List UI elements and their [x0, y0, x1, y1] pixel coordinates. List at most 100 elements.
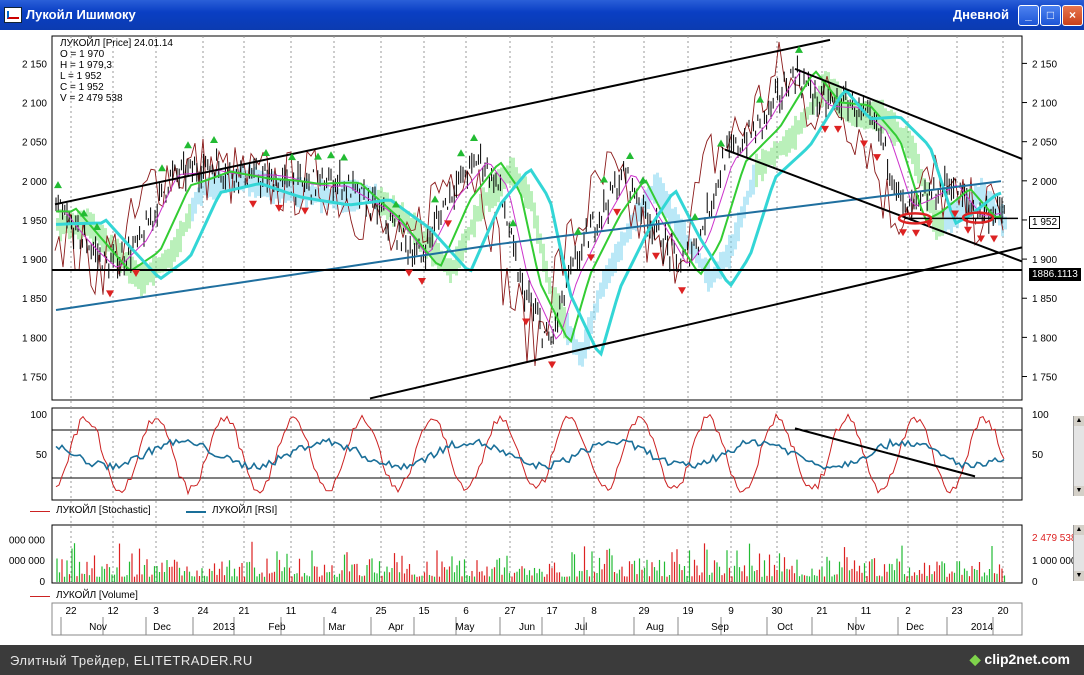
ichimoku-cloud-segment [419, 219, 422, 252]
date-tick-label: 2 [905, 606, 911, 617]
ichimoku-cloud-segment [959, 200, 962, 219]
ichimoku-cloud-segment [290, 181, 293, 201]
buy-signal-arrow-icon [80, 209, 88, 217]
ichimoku-cloud-segment [356, 180, 359, 210]
bottom-highlight-ellipse [897, 212, 933, 225]
ichimoku-cloud-segment [725, 244, 728, 268]
ichimoku-cloud-segment [404, 212, 407, 228]
date-tick-label: 21 [238, 606, 250, 617]
sell-signal-arrow-icon [106, 290, 114, 298]
ohlc-readout: ЛУКОЙЛ [Price] 24.01.14 O = 1 970 H = 1 … [60, 38, 173, 104]
ichimoku-cloud-segment [575, 339, 578, 355]
ichimoku-cloud-segment [311, 183, 314, 206]
ichimoku-cloud-segment [347, 180, 350, 212]
close-button[interactable]: × [1062, 5, 1083, 26]
price-tick-right: 1 800 [1032, 333, 1057, 344]
sell-signal-arrow-icon [301, 207, 309, 215]
ichimoku-cloud-segment [893, 112, 896, 146]
ichimoku-cloud-segment [122, 252, 125, 269]
ichimoku-cloud-segment [779, 140, 782, 156]
stochastic-scrollbar[interactable]: ▲ ▼ [1073, 416, 1084, 496]
ichimoku-cloud-segment [506, 165, 509, 184]
sell-signal-arrow-icon [977, 235, 985, 243]
ichimoku-cloud-segment [164, 249, 167, 272]
period-label[interactable]: Дневной [952, 7, 1009, 22]
ichimoku-cloud-segment [842, 91, 845, 119]
month-label: 2014 [971, 622, 994, 633]
ichimoku-cloud-segment [545, 260, 548, 283]
minimize-button[interactable]: _ [1018, 5, 1039, 26]
senkou-line [55, 88, 1002, 357]
sell-signal-arrow-icon [925, 220, 933, 228]
ichimoku-cloud-segment [143, 261, 146, 294]
ichimoku-cloud-segment [242, 165, 245, 192]
ichimoku-cloud-segment [329, 189, 332, 205]
price-tick-right: 1 850 [1032, 294, 1057, 305]
ichimoku-cloud-segment [617, 241, 620, 263]
ichimoku-cloud-segment [707, 258, 710, 292]
scroll-down-icon[interactable]: ▼ [1074, 486, 1084, 496]
date-tick-label: 21 [816, 606, 828, 617]
price-tick-left: 1 950 [22, 216, 47, 227]
buy-signal-arrow-icon [470, 133, 478, 141]
ichimoku-cloud-segment [200, 173, 203, 206]
ichimoku-cloud-segment [524, 176, 527, 209]
scroll-up-icon[interactable]: ▲ [1074, 416, 1084, 426]
month-label: Jul [575, 622, 588, 633]
date-tick-label: 8 [591, 606, 597, 617]
maximize-button[interactable]: □ [1040, 5, 1061, 26]
buy-signal-arrow-icon [756, 95, 764, 103]
ichimoku-cloud-segment [413, 212, 416, 245]
scroll-down-icon[interactable]: ▼ [1074, 571, 1084, 581]
footer-bar: Элитный Трейдер, ELITETRADER.RU ◆ clip2n… [0, 645, 1084, 675]
buy-signal-arrow-icon [574, 227, 582, 235]
sell-signal-arrow-icon [418, 278, 426, 286]
ichimoku-cloud-segment [905, 125, 908, 158]
sell-signal-arrow-icon [405, 269, 413, 277]
rsi-legend-swatch [186, 511, 206, 513]
scroll-up-icon[interactable]: ▲ [1074, 525, 1084, 535]
ichimoku-cloud-segment [227, 172, 230, 191]
price-tick-right: 2 100 [1032, 99, 1057, 110]
sell-signal-arrow-icon [873, 154, 881, 162]
ichimoku-cloud-segment [212, 172, 215, 200]
sell-signal-arrow-icon [912, 229, 920, 237]
ichimoku-cloud-segment [218, 172, 221, 197]
ichimoku-cloud-segment [494, 172, 497, 207]
volume-scrollbar[interactable]: ▲ ▼ [1073, 525, 1084, 581]
sell-signal-arrow-icon [548, 361, 556, 369]
ichimoku-cloud-segment [806, 106, 809, 120]
ichimoku-cloud-segment [773, 141, 776, 167]
ichimoku-cloud-segment [578, 342, 581, 366]
ichimoku-cloud-segment [962, 194, 965, 222]
ichimoku-cloud-segment [527, 184, 530, 209]
footer-brand[interactable]: Элитный Трейдер, ELITETRADER.RU [10, 653, 253, 668]
ichimoku-cloud-segment [977, 186, 980, 205]
ichimoku-cloud-segment [872, 101, 875, 130]
ichimoku-cloud-segment [677, 214, 680, 240]
ohlc-header: ЛУКОЙЛ [Price] 24.01.14 [60, 38, 173, 49]
volume-tick-left: 000 000 [9, 556, 46, 567]
ichimoku-cloud-segment [185, 213, 188, 232]
ichimoku-cloud-segment [740, 206, 743, 228]
ichimoku-cloud-segment [536, 215, 539, 244]
date-tick-label: 4 [331, 606, 337, 617]
ichimoku-cloud-segment [395, 203, 398, 222]
ohlc-high: H = 1 979,3 [60, 60, 112, 71]
ichimoku-cloud-segment [188, 203, 191, 229]
buy-signal-arrow-icon [392, 200, 400, 208]
ichimoku-cloud-segment [161, 253, 164, 273]
ichimoku-cloud-segment [203, 181, 206, 196]
ichimoku-cloud-segment [653, 174, 656, 204]
price-tick-right: 1 900 [1032, 255, 1057, 266]
ichimoku-cloud-segment [128, 251, 131, 284]
ichimoku-cloud-segment [902, 128, 905, 149]
ichimoku-cloud-segment [671, 208, 674, 222]
ichimoku-cloud-segment [623, 232, 626, 246]
month-label: Mar [328, 622, 346, 633]
volume-tick-right: 1 000 000 [1032, 556, 1077, 567]
ichimoku-cloud-segment [392, 195, 395, 227]
ichimoku-cloud-segment [569, 326, 572, 344]
sell-signal-arrow-icon [990, 235, 998, 243]
chart-canvas[interactable]: 22 12 3 24 21 11 4 25 15 6 27 17 8 29 19 9 30 21 11 2 23 20 No… [0, 30, 1084, 645]
